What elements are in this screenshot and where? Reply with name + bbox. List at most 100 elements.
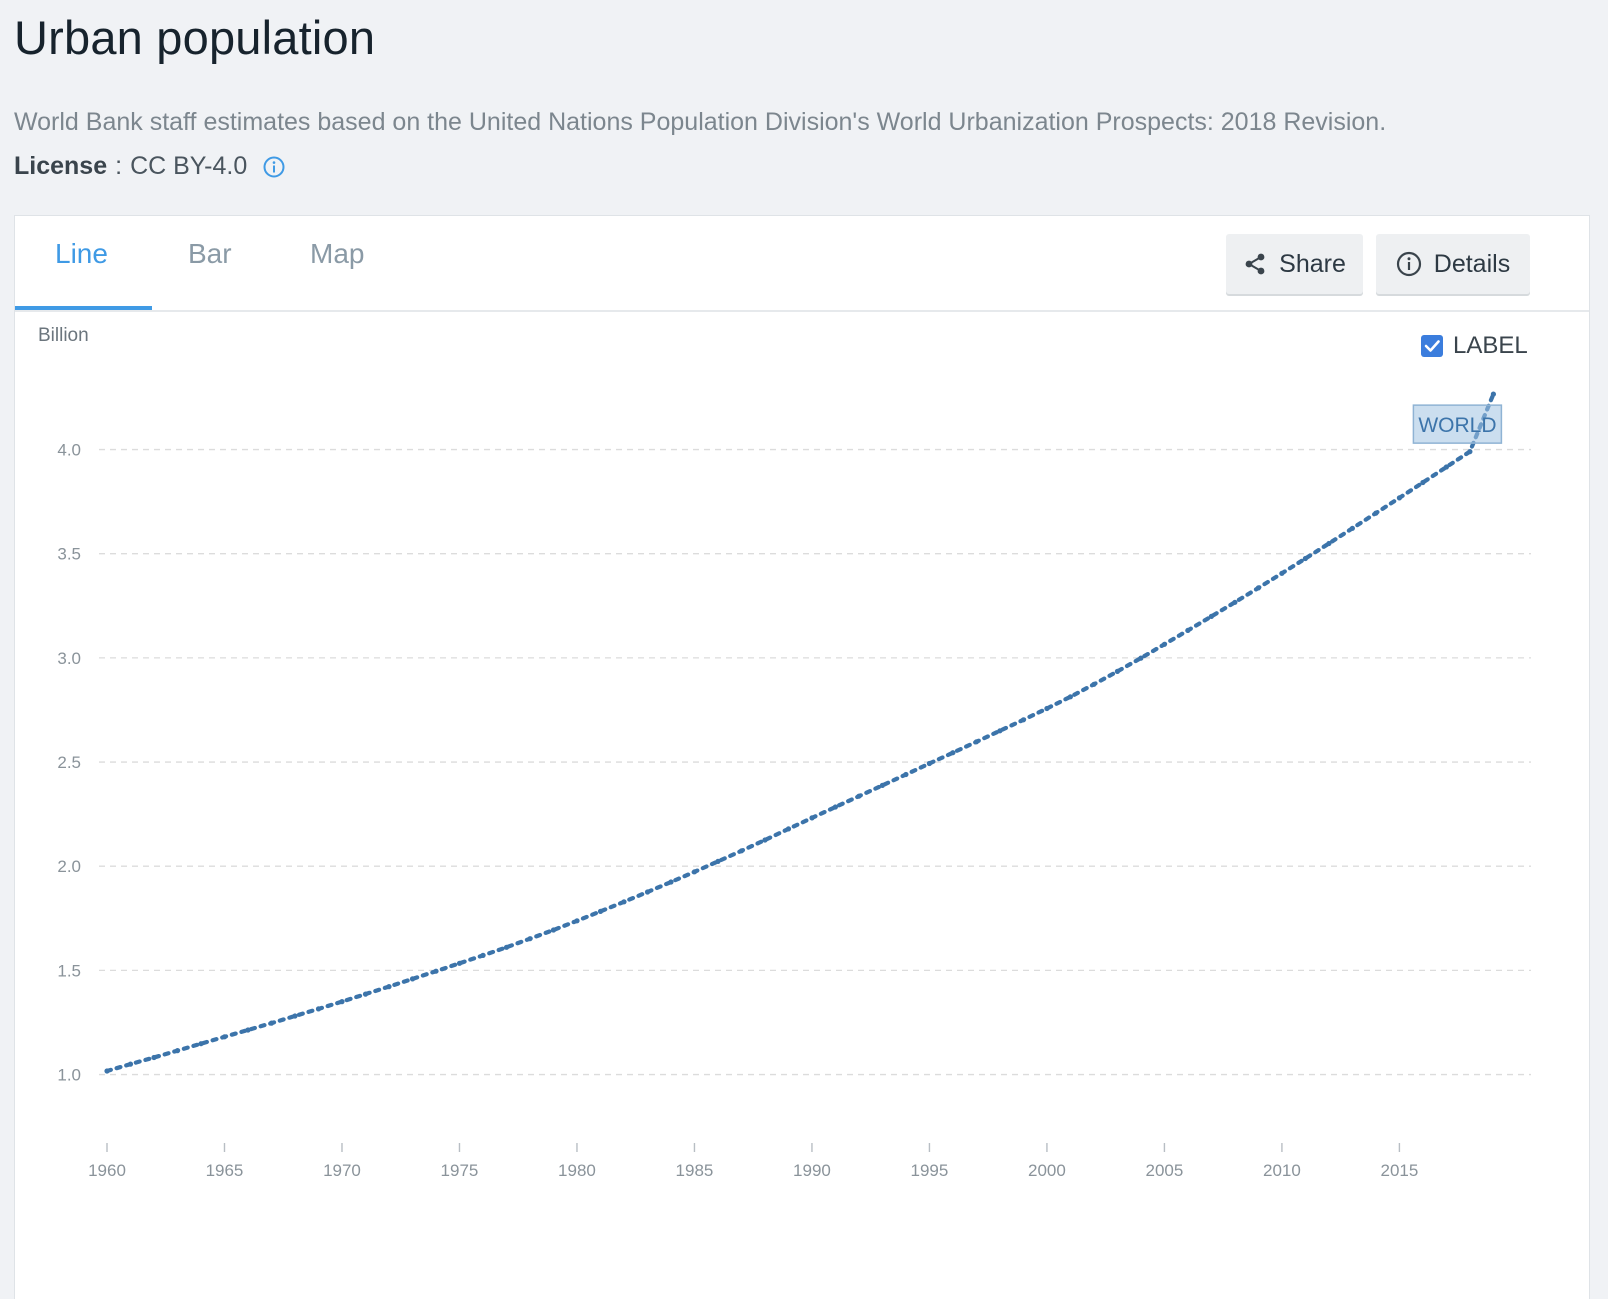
- tab-bar[interactable]: Bar: [188, 238, 232, 269]
- checkmark-icon: [1424, 340, 1440, 352]
- tab-map[interactable]: Map: [310, 238, 365, 269]
- data-point: [1232, 599, 1238, 605]
- data-point: [1467, 449, 1473, 455]
- label-toggle[interactable]: LABEL: [1421, 332, 1528, 359]
- data-point: [456, 960, 463, 966]
- data-point: [127, 1061, 134, 1067]
- data-point: [1326, 540, 1332, 547]
- data-point: [597, 908, 604, 915]
- data-point: [409, 976, 416, 982]
- y-tick-label: 2.5: [57, 753, 81, 772]
- share-icon: [1245, 253, 1265, 275]
- data-point: [856, 793, 862, 799]
- share-button[interactable]: Share: [1226, 234, 1363, 294]
- details-button[interactable]: Details: [1376, 234, 1530, 294]
- data-point: [1373, 510, 1379, 516]
- data-point: [1443, 464, 1449, 470]
- data-point: [1302, 555, 1308, 562]
- data-point: [433, 968, 439, 974]
- x-tick-label: 2000: [1028, 1161, 1066, 1180]
- data-point: [104, 1068, 110, 1074]
- tab-line[interactable]: Line: [55, 238, 108, 269]
- data-point: [1420, 479, 1426, 486]
- data-point: [1396, 495, 1402, 501]
- x-tick-label: 2010: [1263, 1161, 1301, 1180]
- y-unit-label: Billion: [38, 325, 89, 346]
- chart-card: Line Bar Map Share Details Billion: [14, 215, 1590, 1299]
- data-point: [1020, 717, 1026, 723]
- data-point: [527, 936, 533, 942]
- series-world: [104, 391, 1496, 1074]
- data-point: [785, 826, 792, 832]
- active-tab-indicator: [15, 306, 152, 310]
- x-tick-label: 1975: [441, 1161, 479, 1180]
- data-point: [386, 984, 392, 990]
- data-point: [1161, 641, 1167, 647]
- share-label: Share: [1279, 249, 1346, 278]
- data-point: [738, 848, 745, 854]
- data-point: [550, 927, 557, 933]
- line-chart: Billion 1.0 1.5 2.0 2.5 3.0 3.5 4.0 1960 1965 19…: [38, 325, 1531, 1180]
- y-tick-label: 4.0: [57, 441, 81, 460]
- label-toggle-text: LABEL: [1453, 332, 1528, 359]
- y-tick-label: 3.5: [57, 545, 81, 564]
- data-point: [221, 1034, 228, 1040]
- license-value: CC BY-4.0: [130, 152, 248, 180]
- x-tick-label: 2015: [1380, 1161, 1418, 1180]
- x-tick-label: 1960: [88, 1161, 126, 1180]
- data-point: [1185, 627, 1191, 633]
- series-line: [104, 392, 1496, 1074]
- info-circle-icon: [1396, 251, 1421, 277]
- data-point: [503, 944, 510, 950]
- page-title: Urban population: [14, 11, 376, 64]
- license-separator: :: [115, 152, 123, 180]
- data-point: [809, 815, 815, 821]
- data-point: [973, 739, 980, 745]
- x-tick-label: 1970: [323, 1161, 361, 1180]
- data-point: [151, 1054, 157, 1061]
- license-line: License : CC BY-4.0: [14, 152, 285, 181]
- data-point: [1138, 655, 1144, 661]
- x-tick-label: 1965: [206, 1161, 244, 1180]
- data-point: [480, 952, 486, 959]
- data-point: [1067, 694, 1073, 700]
- data-point: [950, 750, 956, 756]
- y-tick-label: 3.0: [57, 649, 81, 668]
- checkbox-checked-icon[interactable]: [1421, 335, 1443, 357]
- data-point: [762, 837, 768, 843]
- data-point: [1114, 668, 1120, 674]
- data-point: [1490, 391, 1496, 397]
- y-tick-label: 2.0: [57, 857, 81, 876]
- series-end-label: WORLD: [1412, 404, 1503, 444]
- data-point: [315, 1006, 322, 1012]
- data-point: [339, 999, 345, 1005]
- data-point: [621, 899, 627, 905]
- data-point: [1208, 613, 1214, 619]
- data-point: [1255, 585, 1261, 591]
- data-point: [1279, 570, 1285, 576]
- data-point: [198, 1041, 204, 1047]
- data-point: [691, 869, 698, 875]
- data-point: [1044, 705, 1050, 712]
- series-label-box: [1412, 404, 1503, 444]
- data-point: [268, 1020, 275, 1026]
- details-label: Details: [1433, 249, 1511, 278]
- gridlines: [99, 448, 1531, 1076]
- y-tick-label: 1.5: [57, 961, 81, 980]
- source-description: World Bank staff estimates based on the …: [14, 108, 1387, 136]
- info-icon[interactable]: [263, 156, 285, 178]
- data-point: [903, 771, 909, 778]
- data-point: [362, 991, 369, 997]
- data-point: [926, 760, 933, 767]
- data-point: [292, 1013, 298, 1019]
- y-tick-label: 1.0: [57, 1066, 81, 1085]
- series-label-text: WORLD: [1418, 414, 1496, 437]
- data-point: [174, 1048, 181, 1054]
- x-tick-label: 2005: [1146, 1161, 1184, 1180]
- x-tick-label: 1990: [793, 1161, 831, 1180]
- data-point: [879, 782, 886, 789]
- data-point: [644, 889, 651, 895]
- data-point: [1349, 525, 1355, 531]
- y-axis-ticks: 1.0 1.5 2.0 2.5 3.0 3.5 4.0: [57, 441, 81, 1085]
- data-point: [668, 879, 674, 885]
